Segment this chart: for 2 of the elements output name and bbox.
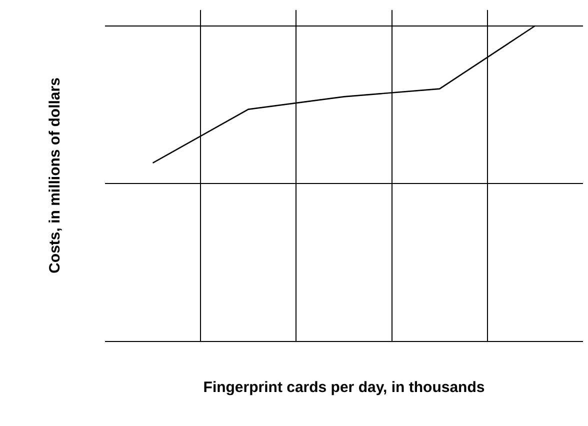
y-axis-title: Costs, in millions of dollars xyxy=(46,78,64,274)
x-axis-title: Fingerprint cards per day, in thousands xyxy=(203,379,485,396)
